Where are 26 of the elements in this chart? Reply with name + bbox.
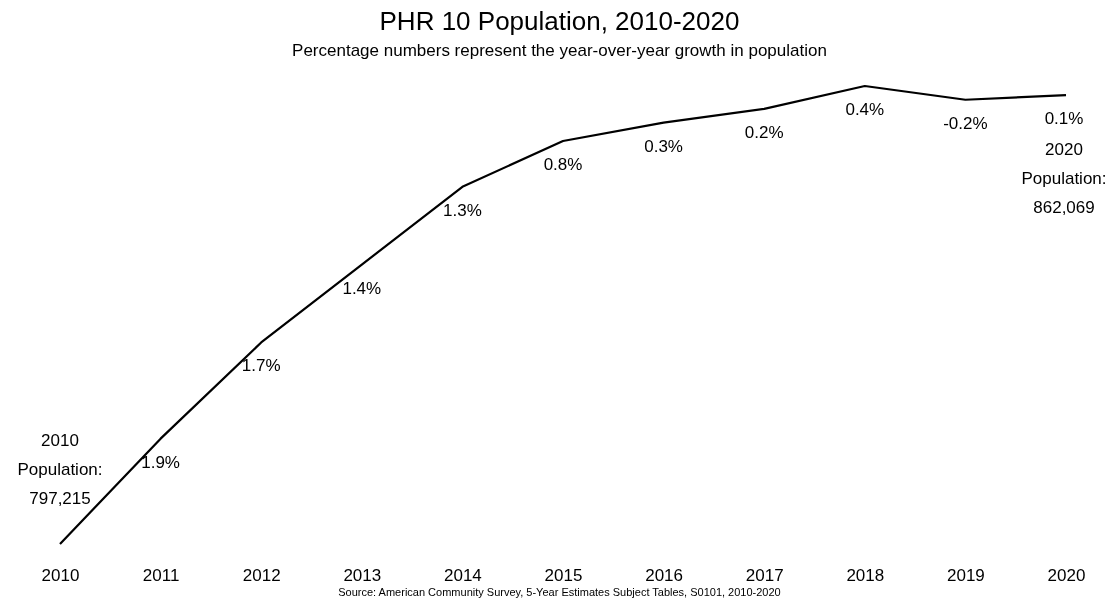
annotation: -0.2%: [943, 113, 988, 133]
x-tick-label: 2018: [846, 566, 885, 586]
chart-title: PHR 10 Population, 2010-2020: [379, 6, 740, 36]
annotation: 0.2%: [744, 122, 784, 142]
x-tick-label: 2011: [142, 566, 180, 586]
source-note: Source: American Community Survey, 5-Year Estimates Subject Tables, S0101, 2010-2020: [338, 586, 781, 598]
annotation: 0.3%: [644, 136, 683, 156]
chart-subtitle: Percentage numbers represent the year-over-year growth in population: [292, 41, 827, 60]
annotation: 1.9%: [141, 452, 180, 472]
annotation: 0.1%: [1044, 109, 1084, 129]
annotation: 2020 Population: 862,069: [1021, 140, 1107, 218]
x-tick-label: 2015: [544, 566, 583, 586]
annotation: 0.8%: [543, 154, 583, 174]
annotation: 0.4%: [845, 100, 885, 119]
x-tick-label: 2014: [443, 566, 482, 586]
annotation: 2010 Population: 797,215: [17, 431, 103, 508]
x-tick-label: 2019: [946, 566, 985, 586]
x-tick-label: 2013: [343, 566, 382, 586]
annotation: 1.7%: [241, 356, 281, 376]
x-tick-label: 2020: [1047, 566, 1086, 586]
annotation: 1.3%: [443, 200, 482, 220]
x-tick-label: 2012: [242, 566, 281, 586]
annotation: 1.4%: [342, 278, 382, 298]
x-tick-label: 2017: [745, 566, 784, 586]
x-tick-label: 2010: [41, 566, 80, 586]
x-tick-label: 2016: [645, 566, 684, 586]
